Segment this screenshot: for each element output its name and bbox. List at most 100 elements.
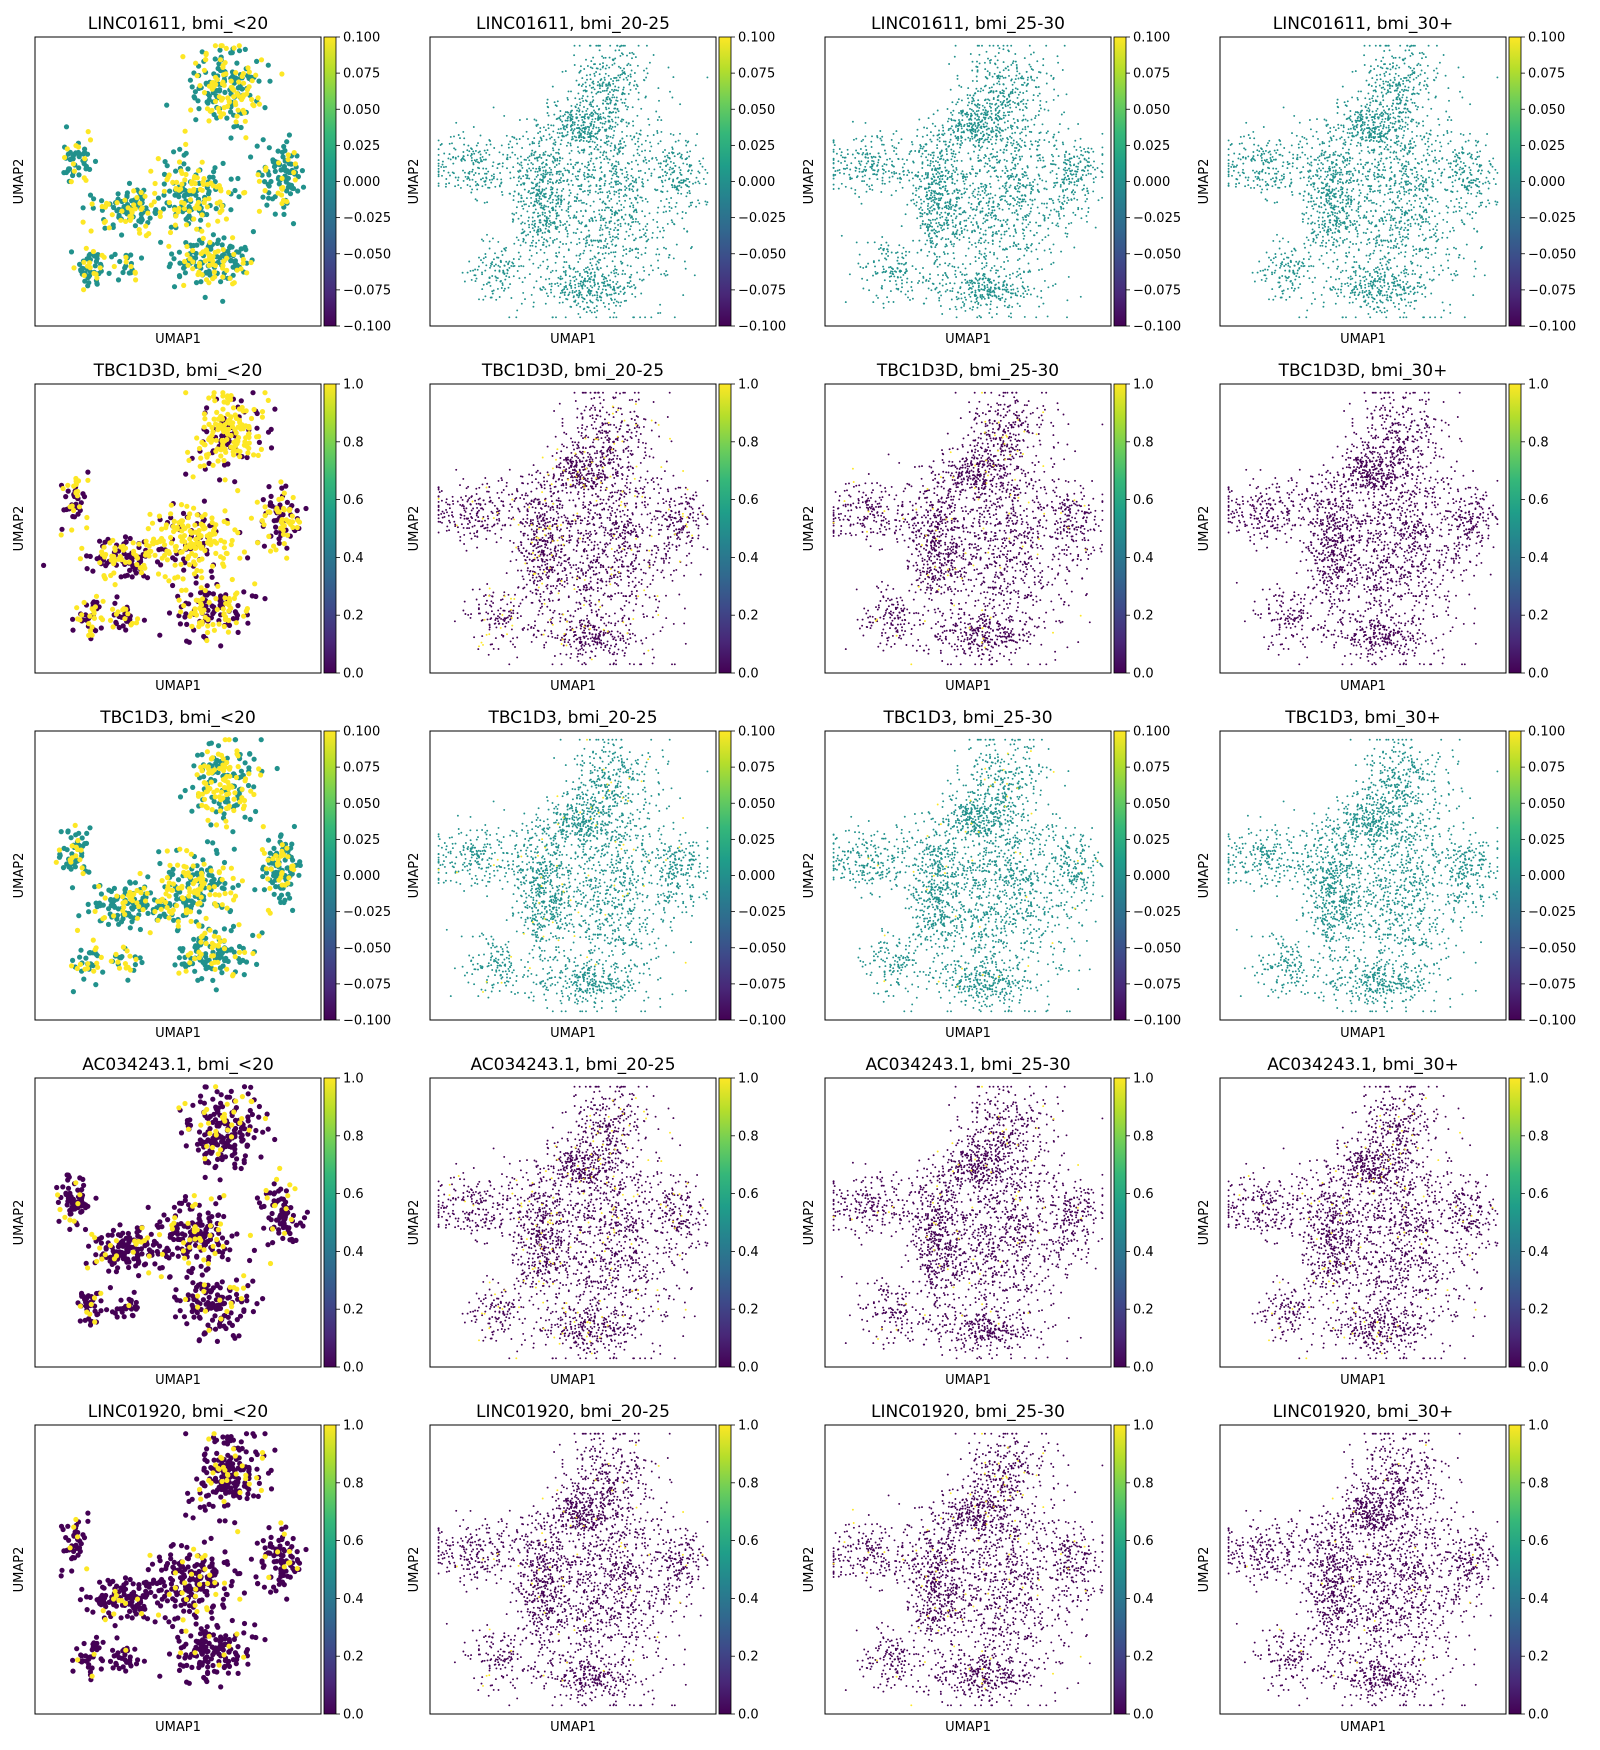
cell-point (606, 157, 609, 160)
cell-point (522, 175, 525, 178)
cell-point (562, 266, 565, 269)
cell-point (978, 106, 981, 109)
cell-point (585, 301, 588, 304)
umap-panel: LINC01611, bmi_<20UMAP1UMAP20.1000.0750.… (12, 14, 391, 347)
cell-point-expressing (231, 87, 237, 93)
cell-point (636, 271, 639, 274)
cell-point (559, 127, 562, 130)
y-axis-label: UMAP2 (12, 159, 27, 205)
cell-point (555, 228, 558, 230)
cell-point (646, 200, 649, 203)
cell-point (1010, 141, 1012, 144)
cell-point (593, 311, 596, 314)
cell-point (943, 132, 946, 135)
cell-point (501, 193, 504, 196)
cell-point (597, 192, 600, 195)
cell-point (637, 145, 640, 148)
cell-point (570, 285, 573, 287)
cell-point (618, 188, 621, 191)
cell-point (1024, 128, 1027, 131)
cell-point (615, 99, 618, 102)
cell-point (599, 113, 602, 116)
cell-point (1009, 195, 1012, 198)
cell-point (503, 287, 506, 290)
cell-point (1052, 155, 1055, 158)
cell-point (948, 262, 951, 265)
cell-point (579, 101, 582, 104)
cell-point (76, 154, 82, 160)
cell-point (577, 312, 580, 315)
cell-point (649, 141, 652, 144)
cell-point (475, 184, 477, 187)
cell-point (682, 294, 685, 297)
cell-point (558, 162, 561, 165)
cell-point (611, 88, 613, 91)
cell-point (577, 302, 580, 305)
cell-point (1017, 102, 1020, 105)
cell-point (986, 70, 989, 73)
cell-point (452, 172, 455, 175)
cell-point-expressing (182, 258, 188, 265)
cell-point (612, 82, 615, 85)
cell-point (644, 156, 646, 159)
cell-point (572, 165, 575, 168)
cell-point (625, 176, 628, 179)
cell-point (898, 172, 901, 175)
cell-point (155, 195, 162, 201)
cell-point (613, 129, 616, 132)
cell-point (555, 172, 558, 175)
cell-point (615, 168, 618, 171)
cell-point (965, 298, 967, 301)
cell-point (605, 155, 608, 158)
cell-point (577, 92, 580, 95)
cell-point (1067, 199, 1070, 202)
cell-point (260, 137, 266, 143)
cell-point (623, 44, 626, 47)
cell-point (610, 99, 613, 102)
cell-point (558, 205, 561, 208)
cell-point (589, 101, 592, 104)
cell-point (969, 307, 971, 310)
cell-point (607, 107, 610, 110)
cell-point (961, 109, 964, 112)
cell-point (651, 236, 654, 239)
cell-point (941, 284, 944, 287)
cell-point (650, 145, 653, 148)
cell-point (568, 266, 571, 269)
cell-point (561, 70, 564, 73)
cell-point (668, 253, 671, 256)
cell-point (138, 215, 144, 221)
cell-point (564, 119, 567, 122)
cell-point (631, 293, 634, 296)
cell-point (604, 284, 607, 287)
cell-point (1036, 183, 1039, 186)
cell-point (669, 90, 671, 93)
cell-point (941, 224, 944, 227)
cell-point-expressing (206, 262, 212, 268)
cell-point (580, 129, 583, 132)
cell-point (636, 163, 639, 166)
cell-point (957, 98, 960, 101)
cell-point (1041, 123, 1044, 126)
cell-point (516, 162, 519, 165)
cell-point (537, 142, 540, 145)
cell-point (614, 213, 616, 216)
cell-point (85, 283, 91, 289)
cell-point (621, 93, 623, 96)
cell-point (656, 236, 659, 239)
cell-point (639, 133, 642, 136)
colorbar-tick-label: −0.050 (343, 247, 391, 262)
cell-point (624, 167, 627, 169)
cell-point (1019, 248, 1022, 251)
cell-point (589, 262, 592, 264)
cell-point (1008, 273, 1011, 276)
cell-point (561, 301, 564, 304)
cell-point (602, 99, 605, 102)
cell-point (540, 157, 543, 159)
cell-point (969, 158, 972, 161)
cell-point (599, 191, 602, 194)
cell-point (1036, 148, 1039, 151)
cell-point (605, 206, 608, 209)
cell-point-expressing (211, 269, 217, 275)
cell-point-expressing (206, 118, 212, 124)
